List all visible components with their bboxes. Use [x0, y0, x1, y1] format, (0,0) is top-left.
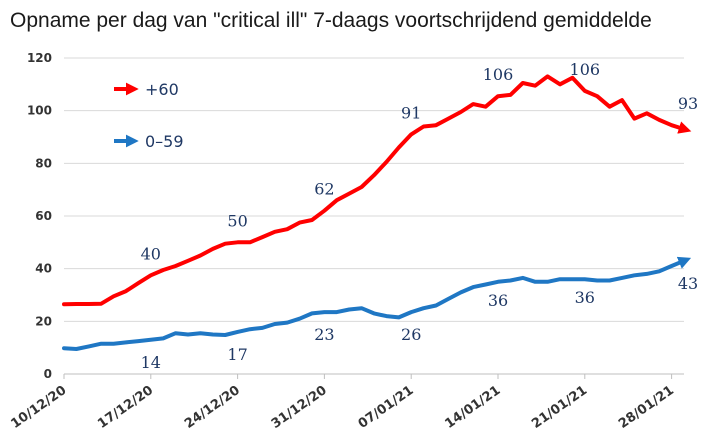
data-label: 23 — [314, 325, 334, 344]
legend-label: +60 — [145, 80, 179, 99]
x-tick-label: 31/12/20 — [269, 383, 330, 432]
x-tick-label: 17/12/20 — [95, 383, 156, 432]
data-label: 17 — [227, 345, 247, 364]
series-layer — [62, 74, 692, 351]
y-tick-label: 120 — [27, 51, 52, 65]
data-label: 50 — [227, 211, 247, 230]
data-label: 106 — [483, 65, 514, 84]
y-tick-label: 60 — [35, 209, 52, 223]
x-tick-label: 07/01/21 — [356, 383, 417, 432]
x-tick-label: 28/01/21 — [616, 383, 677, 432]
y-tick-label: 20 — [35, 314, 52, 328]
series-line-0-59 — [62, 256, 692, 351]
data-label: 14 — [141, 353, 161, 372]
x-tick-label: 21/01/21 — [529, 383, 590, 432]
data-label: 36 — [575, 288, 595, 307]
y-tick-label: 0 — [44, 367, 52, 381]
data-label: 106 — [570, 60, 601, 79]
chart-title: Opname per dag van "critical ill" 7-daag… — [10, 9, 652, 32]
data-label: 62 — [314, 180, 334, 199]
data-label: 26 — [401, 325, 421, 344]
axes: 0 20 40 60 80 100 120 10/12/20 17/12/20 24/12/20 3… — [8, 51, 684, 432]
legend-label: 0–59 — [145, 132, 184, 151]
series-line-plus60 — [62, 74, 692, 307]
data-labels: 40 50 62 91 106 106 93 14 17 23 26 36 36 43 — [141, 60, 699, 372]
x-tick-label: 10/12/20 — [8, 383, 69, 432]
x-tick-label: 24/12/20 — [182, 383, 243, 432]
y-tick-label: 100 — [27, 104, 52, 118]
data-label: 91 — [401, 103, 421, 122]
x-tick-label: 14/01/21 — [442, 383, 503, 432]
data-label: 43 — [678, 274, 698, 293]
y-tick-label: 80 — [35, 156, 52, 170]
data-label: 93 — [678, 94, 698, 113]
y-tick-label: 40 — [35, 262, 52, 276]
data-label: 36 — [488, 291, 508, 310]
legend: +60 0–59 — [114, 80, 184, 151]
data-label: 40 — [141, 244, 161, 263]
